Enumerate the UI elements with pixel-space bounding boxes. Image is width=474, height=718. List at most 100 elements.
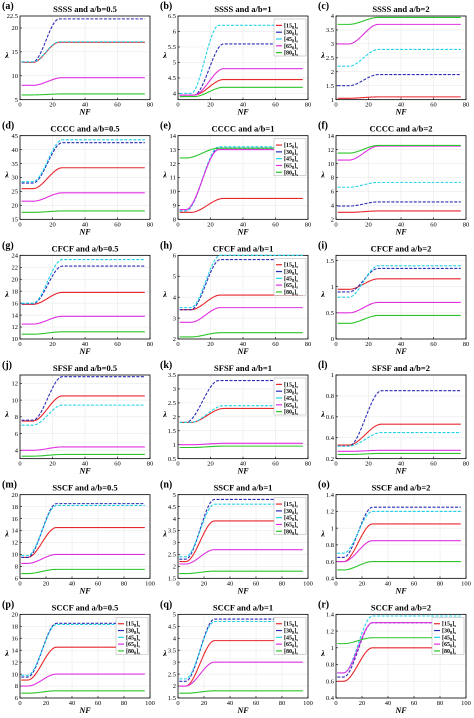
y-tick-label: 12 — [12, 659, 19, 666]
x-axis-label: NF — [236, 467, 249, 476]
y-tick-label: 14 — [12, 312, 19, 319]
panel-title: CCCC and a/b=0.5 — [50, 124, 119, 134]
y-tick-label: 6 — [15, 695, 19, 702]
y-axis-label: λ — [320, 649, 325, 658]
series-line-2 — [21, 258, 145, 304]
y-tick-label: 12 — [328, 147, 335, 154]
x-tick-label: 20 — [365, 221, 372, 228]
series-line-3 — [179, 442, 303, 446]
x-axis-label: NF — [394, 347, 407, 356]
x-tick-label: 60 — [114, 461, 121, 468]
axes-frame — [177, 494, 309, 579]
series-line-4 — [21, 93, 145, 96]
x-axis-label: NF — [236, 227, 249, 236]
legend-entry: [458]s — [284, 396, 298, 403]
y-tick-label: 10 — [12, 336, 19, 343]
series-line-3 — [179, 68, 303, 96]
x-tick-label: 60 — [430, 221, 437, 228]
y-tick-label: 18 — [12, 288, 19, 295]
panel-title: SFSF and a/b=2 — [372, 363, 430, 373]
x-tick-label: 20 — [359, 700, 366, 707]
panel-label: (p) — [2, 599, 14, 610]
series-line-0 — [179, 78, 303, 96]
x-tick-label: 100 — [145, 580, 155, 587]
x-tick-label: 20 — [43, 700, 50, 707]
y-tick-label: 20 — [12, 25, 19, 32]
panel-label: (h) — [160, 240, 172, 251]
y-tick-label: 0.2 — [326, 456, 334, 463]
x-tick-label: 0 — [334, 461, 337, 468]
series-line-4 — [337, 144, 461, 154]
x-tick-label: 40 — [398, 461, 405, 468]
x-tick-label: 20 — [207, 221, 214, 228]
y-tick-label: 1.5 — [168, 428, 176, 435]
panel-p: (p) SCCF and a/b=0.5 0 20 40 60 80 100 6 8 10 12 14 1… — [2, 599, 155, 715]
legend-entry: [308]s — [284, 270, 298, 277]
x-tick-label: 80 — [463, 341, 470, 348]
panel-m: (m) SSCF and a/b=0.5 0 20 40 60 80 100 6 8 10 12 14 1… — [2, 480, 155, 596]
y-tick-label: 0.5 — [168, 456, 176, 463]
legend-entry: [458]s — [442, 635, 456, 642]
panel-k: (k) SFSF and a/b=1 0 20 40 60 80 0.5 1 1.5 2 2.5 3 3.… — [160, 360, 311, 476]
x-tick-label: 0 — [176, 461, 179, 468]
panel-label: (j) — [2, 360, 12, 371]
series-line-4 — [21, 331, 145, 335]
legend-entry: [158]s — [284, 622, 298, 629]
x-tick-label: 80 — [121, 700, 128, 707]
y-tick-label: 2 — [331, 217, 334, 224]
y-tick-label: 12 — [12, 324, 19, 331]
y-tick-label: 0 — [331, 336, 334, 343]
y-tick-label: 5.5 — [168, 44, 176, 51]
legend-entry: [458]s — [284, 276, 298, 283]
y-tick-label: 25 — [12, 189, 19, 196]
y-tick-label: 0.6 — [326, 414, 335, 421]
x-tick-label: 80 — [279, 700, 286, 707]
x-tick-label: 60 — [272, 102, 279, 109]
legend-entry: [658]s — [442, 642, 456, 649]
y-tick-label: 8 — [173, 217, 176, 224]
series-line-1 — [337, 201, 461, 207]
y-tick-label: 3.5 — [326, 27, 334, 34]
x-tick-label: 60 — [114, 341, 121, 348]
series-line-2 — [337, 181, 461, 188]
axes-frame — [19, 494, 151, 579]
legend-entry: [158]s — [442, 622, 456, 629]
legend-entry: [658]s — [284, 163, 298, 170]
series-line-0 — [337, 278, 461, 290]
x-tick-label: 20 — [207, 102, 214, 109]
legend-entry: [658]s — [126, 642, 140, 649]
legend-entry: [308]s — [126, 629, 140, 636]
legend-entry: [808]s — [284, 649, 298, 656]
panel-e: (e) CCCC and a/b=1 0 20 40 60 80 8 9 10 11 12 13 14 NF… — [160, 121, 311, 237]
y-axis-label: λ — [4, 171, 9, 180]
y-tick-label: 4.5 — [168, 504, 176, 511]
y-tick-label: 0.8 — [326, 662, 334, 669]
panel-d: (d) CCCC and a/b=0.5 0 20 40 60 80 15 20 25 30 35 40… — [2, 121, 153, 237]
y-tick-label: 0.4 — [326, 695, 335, 702]
x-axis-label: NF — [394, 586, 407, 595]
legend-entry: [308]s — [284, 629, 298, 636]
x-axis-label: NF — [394, 108, 407, 117]
y-tick-label: 0.4 — [326, 435, 335, 442]
y-axis-label: λ — [4, 649, 9, 658]
y-tick-label: 4 — [173, 516, 177, 523]
legend-entry: [458]s — [284, 157, 298, 164]
y-tick-label: 3.5 — [168, 647, 176, 654]
x-tick-label: 60 — [411, 700, 418, 707]
panel-q: (q) SCCF and a/b=1 0 20 40 60 80 100 1.5 2 2.5 3 3.5… — [160, 599, 313, 715]
x-tick-label: 40 — [240, 461, 247, 468]
y-tick-label: 4 — [331, 203, 335, 210]
legend-entry: [458]s — [284, 516, 298, 523]
x-tick-label: 0 — [18, 341, 21, 348]
x-tick-label: 80 — [305, 461, 312, 468]
panel-label: (r) — [318, 599, 329, 610]
y-tick-label: 5 — [173, 273, 176, 280]
series-line-4 — [179, 570, 303, 575]
y-tick-label: 2.5 — [168, 400, 176, 407]
x-axis-label: NF — [78, 227, 91, 236]
x-tick-label: 80 — [147, 461, 154, 468]
x-axis-label: NF — [394, 706, 407, 715]
x-tick-label: 40 — [240, 102, 247, 109]
y-tick-label: 20 — [12, 492, 19, 499]
y-tick-label: 8 — [331, 175, 334, 182]
